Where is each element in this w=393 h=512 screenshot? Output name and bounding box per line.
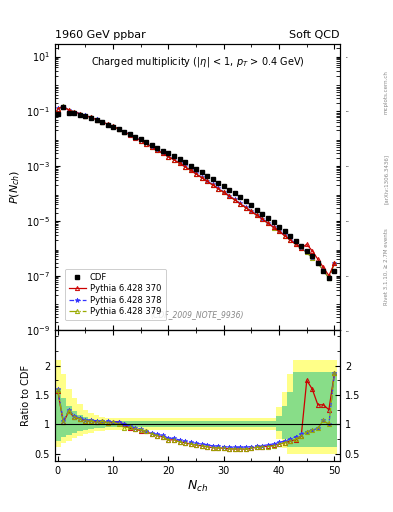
CDF: [327, 275, 331, 282]
CDF: [61, 104, 66, 110]
Text: Soft QCD: Soft QCD: [290, 30, 340, 40]
CDF: [260, 210, 265, 217]
Pythia 6.428 370: [55, 105, 60, 112]
Text: Charged multiplicity ($|\eta|$ < 1, $p_{T}$ > 0.4 GeV): Charged multiplicity ($|\eta|$ < 1, $p_{…: [90, 55, 305, 69]
Pythia 6.428 370: [321, 264, 326, 270]
Pythia 6.428 378: [144, 140, 149, 146]
Line: Pythia 6.428 379: Pythia 6.428 379: [56, 104, 336, 281]
CDF: [144, 139, 149, 145]
Pythia 6.428 370: [149, 144, 154, 150]
Text: Rivet 3.1.10, ≥ 2.7M events: Rivet 3.1.10, ≥ 2.7M events: [384, 228, 388, 305]
Line: Pythia 6.428 370: Pythia 6.428 370: [56, 104, 336, 278]
X-axis label: $N_{ch}$: $N_{ch}$: [187, 478, 208, 494]
Pythia 6.428 379: [144, 141, 149, 147]
Pythia 6.428 378: [260, 216, 265, 222]
Pythia 6.428 379: [61, 103, 66, 110]
Y-axis label: $P(N_{ch})$: $P(N_{ch})$: [8, 170, 22, 204]
Pythia 6.428 370: [260, 216, 265, 222]
Pythia 6.428 379: [122, 130, 127, 136]
Pythia 6.428 378: [327, 275, 331, 282]
CDF: [55, 111, 60, 117]
Pythia 6.428 379: [260, 217, 265, 223]
Pythia 6.428 379: [55, 105, 60, 112]
Y-axis label: Ratio to CDF: Ratio to CDF: [20, 365, 31, 426]
CDF: [244, 198, 248, 204]
Pythia 6.428 370: [332, 260, 337, 266]
Pythia 6.428 370: [144, 141, 149, 147]
CDF: [321, 268, 326, 274]
CDF: [149, 142, 154, 148]
Pythia 6.428 370: [122, 129, 127, 135]
Text: [arXiv:1306.3436]: [arXiv:1306.3436]: [384, 154, 388, 204]
Pythia 6.428 379: [327, 275, 331, 282]
Text: 1960 GeV ppbar: 1960 GeV ppbar: [55, 30, 146, 40]
Pythia 6.428 379: [244, 205, 248, 211]
Pythia 6.428 370: [327, 272, 331, 279]
Pythia 6.428 378: [122, 129, 127, 135]
Text: (CDF_2009_NOTE_9936): (CDF_2009_NOTE_9936): [151, 310, 244, 319]
Pythia 6.428 379: [321, 267, 326, 273]
Pythia 6.428 378: [55, 105, 60, 112]
Pythia 6.428 370: [61, 103, 66, 110]
Pythia 6.428 378: [332, 260, 337, 266]
Pythia 6.428 379: [149, 144, 154, 150]
Pythia 6.428 378: [321, 267, 326, 273]
Pythia 6.428 379: [332, 260, 337, 266]
Text: mcplots.cern.ch: mcplots.cern.ch: [384, 70, 388, 114]
Pythia 6.428 378: [149, 144, 154, 150]
Legend: CDF, Pythia 6.428 370, Pythia 6.428 378, Pythia 6.428 379: CDF, Pythia 6.428 370, Pythia 6.428 378,…: [65, 269, 165, 321]
Line: CDF: CDF: [55, 105, 337, 281]
Line: Pythia 6.428 378: Pythia 6.428 378: [55, 104, 337, 281]
Pythia 6.428 370: [244, 205, 248, 211]
Pythia 6.428 378: [244, 204, 248, 210]
Pythia 6.428 378: [61, 103, 66, 110]
CDF: [332, 268, 337, 274]
CDF: [122, 129, 127, 135]
